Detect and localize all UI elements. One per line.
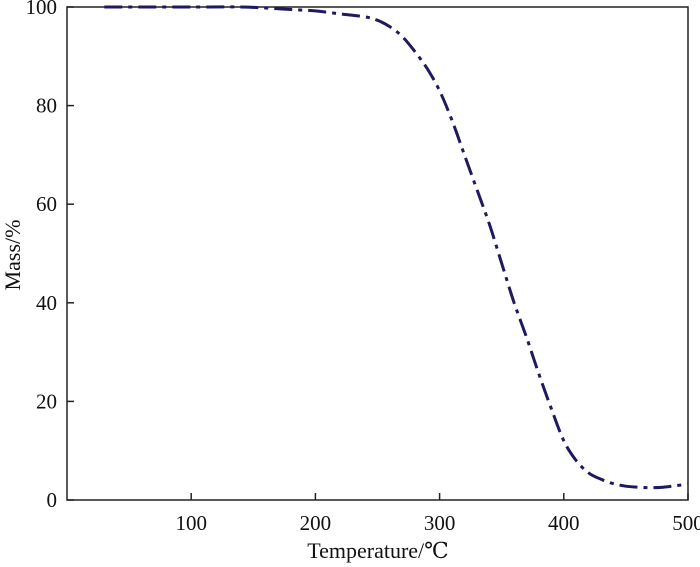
y-tick-label: 100 (26, 0, 58, 19)
y-tick-label: 80 (36, 94, 57, 118)
x-tick-label: 300 (424, 511, 456, 535)
y-tick-label: 60 (36, 192, 57, 216)
x-tick-label: 500 (672, 511, 700, 535)
series-layer (104, 5, 689, 490)
y-axis-label: Mass/% (0, 220, 25, 291)
y-tick-label: 0 (47, 488, 58, 512)
x-tick-label: 400 (548, 511, 580, 535)
plot-frame (66, 6, 689, 501)
x-axis-label: Temperature/℃ (307, 538, 449, 563)
y-tick-label: 40 (36, 291, 57, 315)
y-tick-label: 20 (36, 389, 57, 413)
x-tick-label: 100 (175, 511, 207, 535)
plot-area: 100 200 300 400 500 0 20 40 60 80 100 (26, 0, 700, 535)
x-tick-label: 200 (300, 511, 332, 535)
series-line (104, 5, 689, 490)
